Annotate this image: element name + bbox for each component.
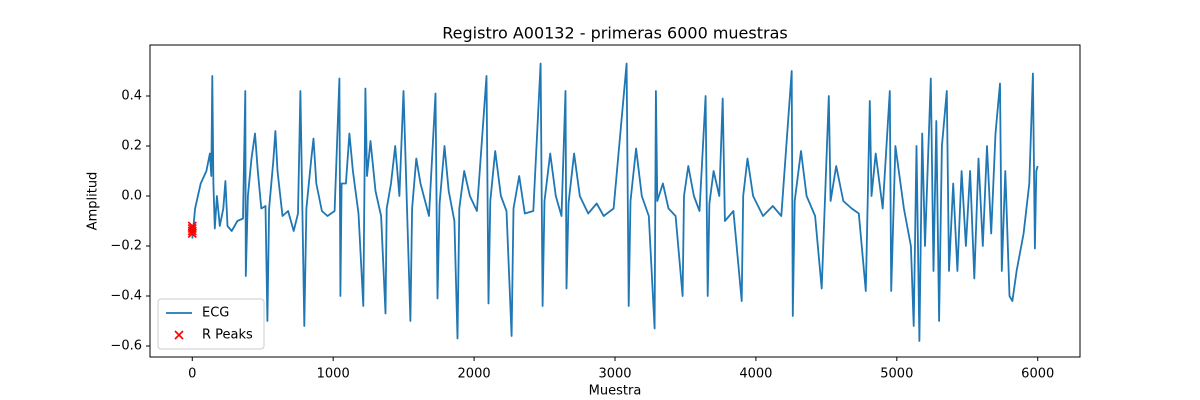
legend: ECG R Peaks bbox=[157, 298, 265, 350]
x-tick-label: 2000 bbox=[458, 367, 491, 382]
y-tick-label: 0.4 bbox=[121, 89, 142, 104]
y-tick-label: −0.6 bbox=[110, 339, 142, 354]
chart-title: Registro A00132 - primeras 6000 muestras bbox=[442, 24, 787, 43]
y-tick-label: 0.2 bbox=[121, 139, 142, 154]
x-tick-label: 3000 bbox=[598, 367, 631, 382]
x-axis-label: Muestra bbox=[589, 384, 642, 399]
y-axis-label: Amplitud bbox=[86, 172, 101, 231]
y-tick-label: −0.2 bbox=[110, 239, 142, 254]
x-tick-label: 6000 bbox=[1021, 367, 1054, 382]
legend-label: ECG bbox=[202, 306, 229, 321]
y-tick-label: 0.0 bbox=[121, 189, 142, 204]
x-tick-label: 4000 bbox=[739, 367, 772, 382]
r-peak-marker bbox=[187, 226, 197, 236]
r-peak-marker bbox=[187, 228, 197, 239]
ecg-line bbox=[191, 62, 1039, 342]
x-tick-label: 1000 bbox=[317, 367, 350, 382]
legend-label: R Peaks bbox=[202, 328, 253, 343]
y-tick-label: −0.4 bbox=[110, 289, 142, 304]
x-tick-label: 0 bbox=[188, 367, 196, 382]
x-tick-label: 5000 bbox=[880, 367, 913, 382]
legend-box bbox=[157, 298, 265, 350]
plot-frame bbox=[149, 44, 1081, 358]
legend-marker bbox=[174, 330, 184, 340]
